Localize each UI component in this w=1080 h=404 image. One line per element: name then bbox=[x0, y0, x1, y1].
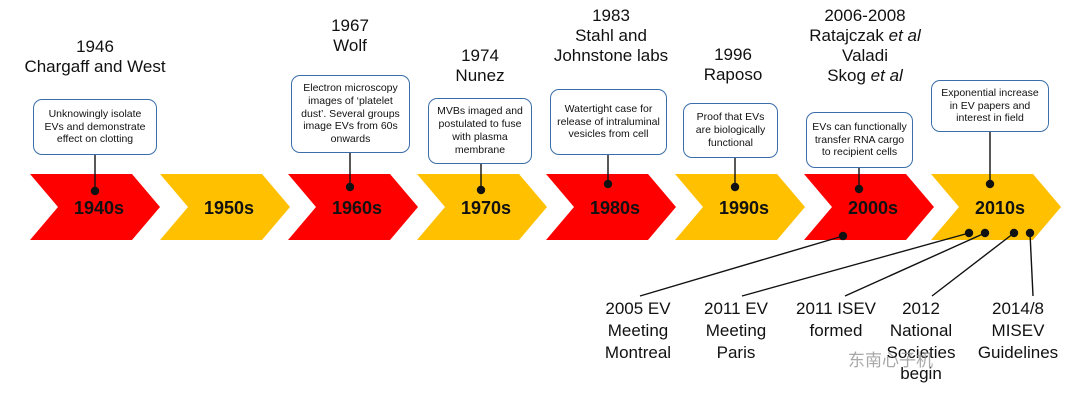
event-2006-label: 2006-2008 Ratajczak et al Valadi Skog et… bbox=[790, 6, 940, 86]
decade-arrow-1960s bbox=[288, 174, 418, 240]
decade-label: 1970s bbox=[461, 198, 511, 218]
event-1946-label: 1946 Chargaff and West bbox=[10, 37, 180, 77]
milestone-connector-isev bbox=[844, 232, 986, 297]
event-1974-label: 1974 Nunez bbox=[420, 46, 540, 86]
event-dot-1996 bbox=[730, 182, 740, 192]
milestone-connector-2005 bbox=[639, 235, 844, 297]
milestone-connector-misev bbox=[1029, 232, 1034, 297]
exponential-increase-box: Exponential increase in EV papers and in… bbox=[931, 80, 1049, 132]
milestone-misev-guidelines: 2014/8 MISEV Guidelines bbox=[977, 299, 1059, 362]
event-1974-description-box: MVBs imaged and postulated to fuse with … bbox=[428, 98, 532, 164]
decade-label: 1950s bbox=[204, 198, 254, 218]
decade-arrow-1980s bbox=[546, 174, 676, 240]
event-author: Nunez bbox=[455, 66, 505, 86]
milestone-dot-isev bbox=[980, 228, 990, 238]
decade-arrow-2000s bbox=[804, 174, 934, 240]
milestone-isev-formed: 2011 ISEV formed bbox=[795, 299, 877, 340]
event-1996-label: 1996 Raposo bbox=[678, 45, 788, 85]
event-dot-2006 bbox=[854, 184, 864, 194]
decade-label: 1980s bbox=[590, 198, 640, 218]
event-author: Raposo bbox=[703, 65, 763, 85]
event-year: 1996 bbox=[714, 45, 752, 64]
decade-label: 1940s bbox=[74, 198, 124, 218]
milestone-dot-2005 bbox=[838, 231, 848, 241]
event-dot-1946 bbox=[90, 186, 100, 196]
milestone-dot-2011-paris bbox=[964, 228, 974, 238]
milestone-dot-national bbox=[1009, 228, 1019, 238]
decade-label: 2010s bbox=[975, 198, 1025, 218]
decade-arrow-1970s bbox=[417, 174, 547, 240]
milestone-national-societies: 2012 National Societies begin bbox=[886, 299, 956, 384]
event-year: 2006-2008 bbox=[824, 6, 906, 25]
decade-label: 2000s bbox=[848, 198, 898, 218]
event-1983-label: 1983 Stahl and Johnstone labs bbox=[536, 6, 686, 66]
event-dot-1967 bbox=[345, 182, 355, 192]
milestone-2011-meeting: 2011 EV Meeting Paris bbox=[704, 299, 768, 362]
decade-label: 1990s bbox=[719, 198, 769, 218]
decade-label: 1960s bbox=[332, 198, 382, 218]
decade-arrow-1990s bbox=[675, 174, 805, 240]
decade-arrow-1940s bbox=[30, 174, 160, 240]
event-year: 1974 bbox=[461, 46, 499, 65]
event-dot-2010s bbox=[985, 179, 995, 189]
event-1996-description-box: Proof that EVs are biologically function… bbox=[683, 103, 778, 158]
milestone-2005-meeting: 2005 EV Meeting Montreal bbox=[604, 299, 672, 362]
event-1967-description-box: Electron microscopy images of ‘platelet … bbox=[291, 75, 410, 153]
event-1983-description-box: Watertight case for release of intralumi… bbox=[550, 89, 667, 155]
event-author: Valadi bbox=[842, 46, 888, 66]
event-author: Chargaff and West bbox=[24, 57, 166, 77]
event-dot-1983 bbox=[603, 179, 613, 189]
watermark: 东南心子机 bbox=[848, 351, 933, 370]
event-year: 1967 bbox=[331, 16, 369, 35]
event-author: Ratajczak et al bbox=[809, 26, 921, 46]
event-author: Wolf bbox=[333, 36, 367, 56]
milestone-dot-misev bbox=[1025, 228, 1035, 238]
event-author: Stahl and Johnstone labs bbox=[553, 26, 669, 66]
milestone-connector-2011-paris bbox=[741, 232, 970, 297]
decade-arrow-1950s bbox=[160, 174, 290, 240]
event-1967-label: 1967 Wolf bbox=[290, 16, 410, 56]
event-1946-description-box: Unknowingly isolate EVs and demonstrate … bbox=[33, 99, 157, 155]
event-dot-1974 bbox=[476, 185, 486, 195]
event-author: Skog et al bbox=[827, 66, 903, 86]
event-year: 1946 bbox=[76, 37, 114, 56]
milestone-connector-national bbox=[931, 232, 1015, 297]
event-year: 1983 bbox=[592, 6, 630, 25]
event-2006-description-box: EVs can functionally transfer RNA cargo … bbox=[806, 112, 913, 168]
decade-arrow-2010s bbox=[931, 174, 1061, 240]
